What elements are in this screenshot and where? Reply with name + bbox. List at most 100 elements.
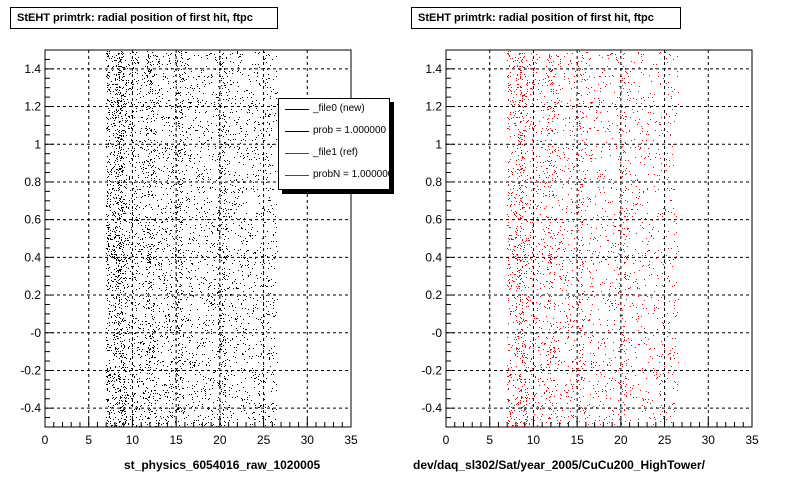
scatter-point — [205, 219, 206, 220]
scatter-point — [241, 227, 242, 228]
scatter-point — [260, 85, 261, 86]
scatter-point — [133, 318, 134, 319]
scatter-point — [109, 325, 110, 326]
scatter-point — [131, 368, 132, 369]
scatter-point — [247, 392, 248, 393]
scatter-point — [213, 116, 214, 117]
scatter-point — [108, 198, 109, 199]
scatter-point — [185, 154, 186, 155]
scatter-point — [119, 87, 120, 88]
scatter-point — [136, 318, 137, 319]
scatter-point — [138, 80, 139, 81]
scatter-point — [115, 213, 116, 214]
scatter-point — [166, 385, 167, 386]
scatter-point — [124, 424, 125, 425]
scatter-point — [266, 286, 267, 287]
scatter-point — [185, 67, 186, 68]
scatter-point — [187, 88, 188, 89]
scatter-point — [113, 84, 114, 85]
scatter-point — [180, 61, 181, 62]
scatter-point — [145, 216, 146, 217]
scatter-point — [244, 410, 245, 411]
scatter-point — [154, 390, 155, 391]
scatter-point — [213, 382, 214, 383]
scatter-point — [223, 318, 224, 319]
scatter-point — [266, 156, 267, 157]
scatter-point — [112, 56, 113, 57]
scatter-point — [146, 150, 147, 151]
scatter-point — [152, 331, 153, 332]
scatter-point — [171, 386, 172, 387]
scatter-point — [166, 423, 167, 424]
scatter-point — [219, 233, 220, 234]
scatter-point — [193, 355, 194, 356]
scatter-point — [203, 105, 204, 106]
scatter-point — [149, 259, 150, 260]
scatter-point — [241, 398, 242, 399]
scatter-point — [229, 217, 230, 218]
scatter-point — [189, 102, 190, 103]
scatter-point — [159, 311, 160, 312]
scatter-point — [271, 353, 272, 354]
scatter-point — [120, 269, 121, 270]
scatter-point — [172, 417, 173, 418]
scatter-point — [179, 360, 180, 361]
scatter-point — [132, 401, 133, 402]
scatter-point — [193, 232, 194, 233]
scatter-point — [121, 100, 122, 101]
scatter-point — [121, 311, 122, 312]
scatter-point — [118, 321, 119, 322]
scatter-point — [115, 89, 116, 90]
scatter-point — [190, 260, 191, 261]
scatter-point — [130, 315, 131, 316]
scatter-point — [267, 122, 268, 123]
scatter-point — [139, 218, 140, 219]
scatter-point — [246, 333, 247, 334]
scatter-point — [124, 220, 125, 221]
scatter-point — [140, 357, 141, 358]
scatter-point — [171, 426, 172, 427]
scatter-point — [241, 267, 242, 268]
scatter-point — [134, 62, 135, 63]
scatter-point — [148, 115, 149, 116]
scatter-point — [136, 426, 137, 427]
scatter-point — [127, 296, 128, 297]
scatter-point — [172, 412, 173, 413]
scatter-point — [158, 244, 159, 245]
scatter-point — [241, 405, 242, 406]
scatter-point — [107, 369, 108, 370]
scatter-point — [201, 339, 202, 340]
scatter-point — [188, 109, 189, 110]
scatter-point — [220, 191, 221, 192]
scatter-point — [217, 304, 218, 305]
scatter-point — [190, 158, 191, 159]
scatter-point — [116, 90, 117, 91]
scatter-point — [232, 339, 233, 340]
scatter-point — [113, 384, 114, 385]
scatter-point — [117, 100, 118, 101]
scatter-point — [107, 74, 108, 75]
scatter-point — [151, 69, 152, 70]
scatter-point — [224, 421, 225, 422]
scatter-point — [126, 135, 127, 136]
scatter-point — [125, 120, 126, 121]
scatter-point — [106, 248, 107, 249]
scatter-point — [270, 422, 271, 423]
scatter-point — [254, 403, 255, 404]
scatter-point — [206, 101, 207, 102]
scatter-point — [218, 178, 219, 179]
scatter-point — [185, 361, 186, 362]
scatter-point — [266, 179, 267, 180]
scatter-point — [153, 165, 154, 166]
scatter-point — [166, 321, 167, 322]
scatter-point — [155, 218, 156, 219]
scatter-point — [154, 413, 155, 414]
scatter-point — [106, 117, 107, 118]
scatter-point — [120, 341, 121, 342]
scatter-point — [216, 97, 217, 98]
scatter-point — [225, 392, 226, 393]
scatter-point — [202, 354, 203, 355]
scatter-point — [161, 141, 162, 142]
scatter-point — [256, 80, 257, 81]
scatter-point — [168, 183, 169, 184]
